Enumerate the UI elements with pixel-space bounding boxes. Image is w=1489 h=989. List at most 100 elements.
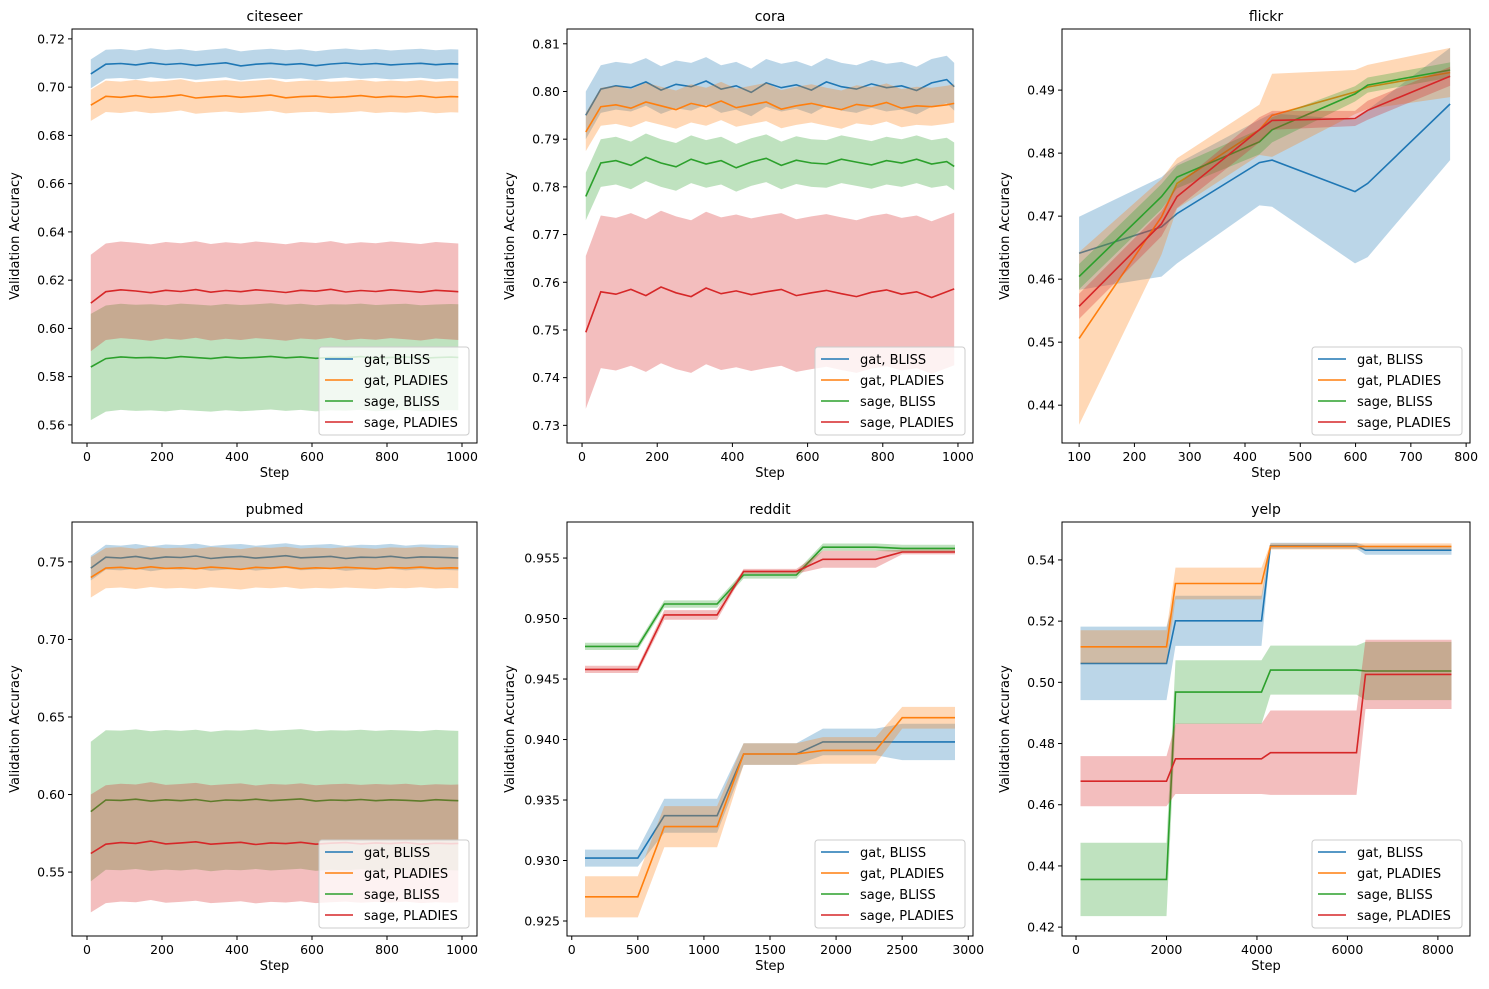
x-tick-label: 400 xyxy=(1233,449,1257,464)
x-tick-label: 1000 xyxy=(688,942,720,957)
y-tick-label: 0.49 xyxy=(1027,83,1055,98)
band-gat-pladies xyxy=(90,546,459,598)
line-gat-pladies xyxy=(585,100,955,133)
band-sage-pladies xyxy=(90,241,459,352)
subplot-title: yelp xyxy=(1251,502,1281,518)
y-tick-label: 0.55 xyxy=(37,865,65,880)
x-tick-label: 200 xyxy=(645,449,669,464)
x-tick-label: 400 xyxy=(225,942,249,957)
line-sage-bliss xyxy=(90,798,459,813)
subplot-title: citeseer xyxy=(247,9,303,25)
y-tick-label: 0.46 xyxy=(1027,272,1055,287)
line-gat-pladies xyxy=(90,94,459,106)
x-axis-label: Step xyxy=(260,466,290,481)
legend-box xyxy=(1311,839,1463,929)
y-axis-label: Validation Accuracy xyxy=(503,172,518,300)
x-tick-label: 500 xyxy=(1288,449,1312,464)
legend-label: sage, PLADIES xyxy=(860,416,954,431)
line-gat-pladies xyxy=(585,716,955,898)
x-tick-label: 3000 xyxy=(952,942,984,957)
x-tick-label: 500 xyxy=(626,942,650,957)
x-tick-label: 600 xyxy=(300,942,324,957)
plot-area xyxy=(1078,47,1451,425)
legend-label: sage, PLADIES xyxy=(860,909,954,924)
legend-label: gat, PLADIES xyxy=(1357,867,1441,882)
x-tick-label: 2000 xyxy=(1151,942,1183,957)
legend-label: sage, PLADIES xyxy=(1357,909,1451,924)
y-axis-label: Validation Accuracy xyxy=(8,665,23,793)
y-tick-label: 0.66 xyxy=(37,176,65,191)
legend-box xyxy=(814,839,966,929)
y-tick-label: 0.64 xyxy=(37,224,65,239)
legend-label: sage, BLISS xyxy=(1357,395,1433,410)
y-tick-label: 0.925 xyxy=(524,913,560,928)
y-tick-label: 0.935 xyxy=(524,793,560,808)
legend-box xyxy=(1311,346,1463,436)
legend-label: sage, BLISS xyxy=(364,395,440,410)
band-sage-bliss xyxy=(1080,641,1452,917)
y-tick-label: 0.76 xyxy=(532,275,560,290)
x-tick-label: 200 xyxy=(150,942,174,957)
subplot-cora: 0 200 400 600 800 1000 0.73 0.74 0.75 0.76 0.77 0.7… xyxy=(503,9,974,481)
line-gat-bliss xyxy=(1080,545,1452,665)
legend: gat, BLISS gat, PLADIES sage, BLISS sage, P… xyxy=(318,839,470,929)
line-sage-bliss xyxy=(1080,669,1452,881)
x-tick-label: 800 xyxy=(871,449,895,464)
band-gat-pladies xyxy=(585,706,955,918)
y-axis-label: Validation Accuracy xyxy=(998,665,1013,793)
y-tick-label: 0.47 xyxy=(1027,209,1055,224)
line-gat-pladies xyxy=(1078,71,1451,339)
band-sage-bliss xyxy=(585,133,955,221)
x-tick-label: 800 xyxy=(375,942,399,957)
x-tick-label: 4000 xyxy=(1241,942,1273,957)
y-tick-label: 0.52 xyxy=(1027,614,1055,629)
x-axis-label: Step xyxy=(1251,959,1281,974)
x-tick-label: 6000 xyxy=(1332,942,1364,957)
y-tick-label: 0.81 xyxy=(532,36,560,51)
legend-label: gat, BLISS xyxy=(1357,846,1423,861)
y-tick-label: 0.65 xyxy=(37,709,65,724)
legend-label: gat, BLISS xyxy=(860,846,926,861)
axes-frame xyxy=(1061,521,1471,937)
line-gat-bliss xyxy=(585,78,955,116)
band-gat-bliss xyxy=(1080,542,1452,701)
y-axis-label: Validation Accuracy xyxy=(503,665,518,793)
legend-label: sage, PLADIES xyxy=(364,416,458,431)
line-gat-bliss xyxy=(1078,103,1451,255)
y-tick-label: 0.48 xyxy=(1027,146,1055,161)
line-gat-bliss xyxy=(90,554,459,569)
x-tick-label: 800 xyxy=(1454,449,1478,464)
legend-label: sage, BLISS xyxy=(364,888,440,903)
band-gat-bliss xyxy=(1079,47,1451,290)
y-tick-label: 0.42 xyxy=(1027,920,1055,935)
y-tick-label: 0.50 xyxy=(1027,675,1055,690)
y-tick-label: 0.60 xyxy=(37,321,65,336)
y-axis-label: Validation Accuracy xyxy=(998,172,1013,300)
x-tick-label: 700 xyxy=(1399,449,1423,464)
y-tick-label: 0.72 xyxy=(37,31,65,46)
y-tick-label: 0.45 xyxy=(1027,335,1055,350)
y-tick-label: 0.44 xyxy=(1027,398,1055,413)
legend-label: gat, PLADIES xyxy=(364,867,448,882)
axes-frame xyxy=(71,521,478,937)
x-tick-label: 100 xyxy=(1067,449,1091,464)
y-tick-label: 0.945 xyxy=(524,672,560,687)
y-tick-label: 0.60 xyxy=(37,787,65,802)
y-tick-label: 0.62 xyxy=(37,273,65,288)
line-sage-pladies xyxy=(585,551,955,671)
band-sage-pladies xyxy=(585,549,955,673)
line-sage-pladies xyxy=(90,288,459,304)
line-sage-bliss xyxy=(585,156,955,197)
x-tick-label: 0 xyxy=(568,942,576,957)
legend: gat, BLISS gat, PLADIES sage, BLISS sage, P… xyxy=(814,346,966,436)
y-tick-label: 0.48 xyxy=(1027,736,1055,751)
subplot-reddit: 0 500 1000 1500 2000 2500 3000 0.925 0.930 0.935 0… xyxy=(503,502,984,974)
y-axis-label: Validation Accuracy xyxy=(8,172,23,300)
y-tick-label: 0.46 xyxy=(1027,797,1055,812)
subplot-yelp: 0 2000 4000 6000 8000 0.42 0.44 0.46 0.48 0.50 0.5… xyxy=(998,502,1471,974)
y-tick-label: 0.56 xyxy=(37,417,65,432)
subplot-flickr: 100 200 300 400 500 600 700 800 0.44 0.45 0.46 0.47… xyxy=(998,9,1478,481)
y-tick-label: 0.80 xyxy=(532,84,560,99)
line-sage-bliss xyxy=(585,546,955,648)
